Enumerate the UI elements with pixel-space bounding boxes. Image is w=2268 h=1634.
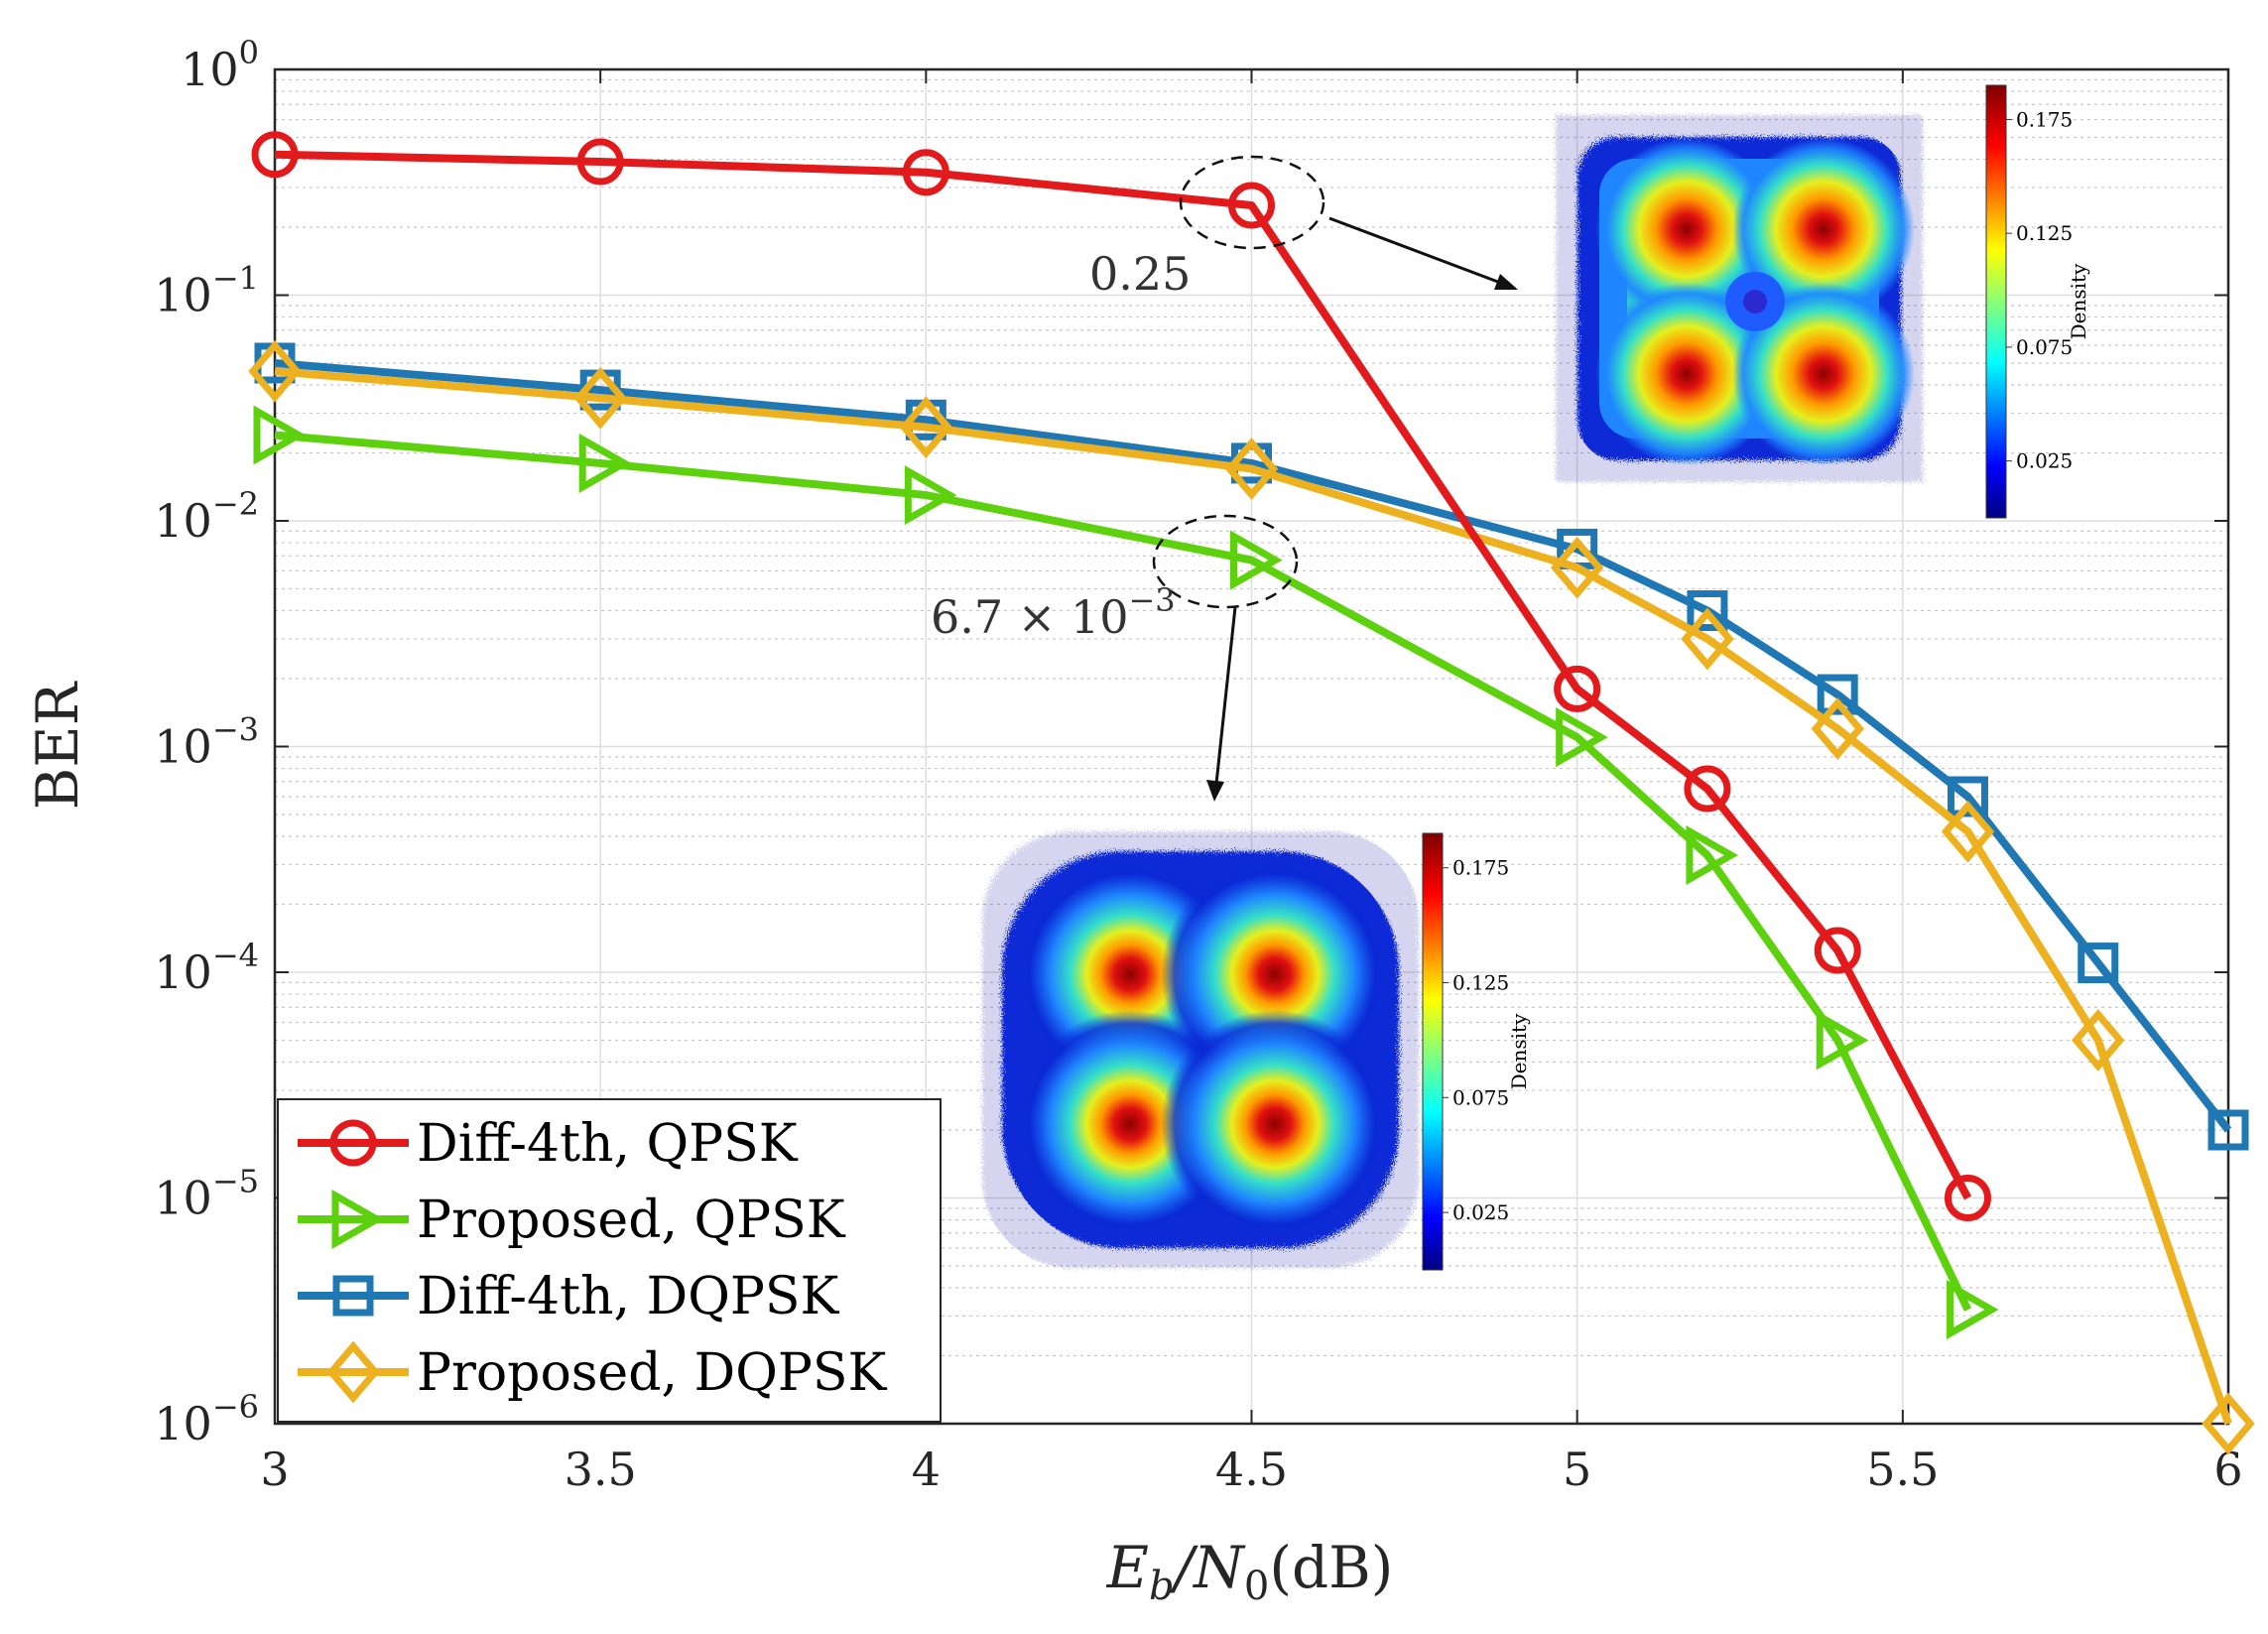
constellation-inset-diff-4th	[1556, 115, 1923, 482]
series-line	[274, 431, 1972, 1312]
colorbar-tick-label: 0.125	[2016, 221, 2073, 245]
legend-label: Proposed, DQPSK	[417, 1343, 887, 1403]
legend-label: Diff-4th, DQPSK	[417, 1267, 839, 1326]
x-axis-ticks: 3 3.5 4 4.5 5 5.5 6	[260, 69, 2243, 1496]
legend: Diff-4th, QPSK Proposed, QPSK Diff-4th, DQ…	[277, 1098, 942, 1423]
x-tick-label: 3.5	[565, 1443, 637, 1496]
annotation-0-25: 0.25	[1089, 247, 1191, 301]
point-marker-triangle	[1230, 530, 1283, 590]
y-tick-label: 100	[181, 34, 259, 96]
colorbar-2-label: Density	[1507, 1013, 1531, 1089]
series-proposed-dqpsk	[248, 339, 2255, 1455]
point-marker-diamond	[899, 396, 953, 458]
annotation-diff-4th: 0.25	[1089, 155, 1518, 301]
point-marker-triangle	[1556, 707, 1608, 768]
point-marker-diamond	[1550, 536, 1604, 599]
point-marker-circle	[1554, 665, 1601, 712]
series-diff-4th-qpsk	[251, 131, 1991, 1221]
point-marker-triangle	[253, 405, 307, 465]
colorbar-1-label: Density	[2067, 263, 2090, 339]
colorbar-inset-1: 0.175 0.125 0.075 0.025 Density	[1985, 84, 2090, 519]
point-marker-circle	[1814, 927, 1861, 974]
point-marker-triangle	[578, 433, 632, 493]
point-marker-diamond	[2072, 1009, 2125, 1071]
colorbar-inset-2: 0.175 0.125 0.075 0.025 Density	[1422, 832, 1531, 1271]
point-marker-circle	[1228, 182, 1275, 229]
y-tick-label: 10−5	[154, 1163, 259, 1225]
point-marker-diamond	[1941, 800, 1995, 863]
point-marker-square	[1947, 776, 1988, 817]
point-marker-diamond	[573, 366, 627, 430]
point-marker-circle	[329, 1119, 377, 1167]
y-axis-ticks: 100 10−1 10−2 10−3 10−4 10−5 10−6	[154, 34, 2228, 1450]
colorbar-tick-label: 0.075	[1452, 1085, 1509, 1109]
point-marker-circle	[902, 149, 949, 196]
point-marker-square	[332, 1275, 374, 1317]
series-line	[274, 358, 2232, 1133]
x-tick-label: 3	[260, 1443, 289, 1496]
y-tick-label: 10−4	[154, 937, 259, 999]
legend-entry: Diff-4th, DQPSK	[298, 1267, 839, 1326]
x-tick-label: 4.5	[1215, 1443, 1288, 1496]
legend-entry: Diff-4th, QPSK	[298, 1114, 799, 1174]
colorbar-tick-label: 0.125	[1452, 971, 1509, 995]
point-marker-diamond	[1811, 697, 1864, 760]
x-axis-label: Eb/N0(dB)	[1106, 1534, 1394, 1609]
point-marker-circle	[251, 131, 299, 179]
colorbar-tick-label: 0.025	[1452, 1200, 1509, 1224]
point-marker-circle	[1684, 765, 1731, 813]
legend-label: Proposed, QPSK	[417, 1191, 846, 1250]
x-tick-label: 5	[1563, 1443, 1591, 1496]
series-line	[274, 367, 2232, 1426]
point-marker-square	[2078, 943, 2119, 984]
legend-entry: Proposed, DQPSK	[298, 1340, 887, 1404]
x-tick-label: 4	[912, 1443, 941, 1496]
annotation-proposed: 6.7 × 10−3	[931, 514, 1299, 802]
point-marker-diamond	[248, 339, 302, 403]
point-marker-triangle	[1946, 1280, 1999, 1340]
y-tick-label: 10−2	[154, 485, 259, 548]
legend-entry: Proposed, QPSK	[298, 1189, 846, 1250]
colorbar-tick-label: 0.025	[2016, 449, 2073, 473]
y-tick-label: 10−1	[154, 260, 259, 322]
point-marker-square	[2207, 1109, 2249, 1151]
point-marker-triangle	[1816, 1010, 1869, 1070]
annotation-6-7e-3-mantissa: 6.7 × 10	[931, 590, 1128, 644]
x-tick-label: 5.5	[1866, 1443, 1939, 1496]
point-marker-triangle	[331, 1189, 385, 1250]
y-axis-label: BER	[24, 680, 91, 810]
point-marker-circle	[1944, 1175, 1991, 1221]
series-proposed-qpsk	[253, 405, 1999, 1340]
point-marker-diamond	[2202, 1392, 2255, 1455]
legend-box	[277, 1098, 942, 1423]
y-tick-label: 10−3	[154, 711, 259, 774]
point-marker-triangle	[1686, 825, 1738, 886]
annotation-6-7e-3-exponent: −3	[1128, 581, 1175, 619]
point-marker-triangle	[904, 465, 957, 526]
colorbar-tick-label: 0.175	[1452, 856, 1509, 880]
legend-label: Diff-4th, QPSK	[417, 1114, 799, 1174]
series-line	[274, 150, 1972, 1200]
point-marker-circle	[576, 138, 624, 186]
colorbar-tick-label: 0.075	[2016, 335, 2073, 359]
point-marker-square	[1687, 590, 1728, 632]
point-marker-diamond	[326, 1340, 380, 1404]
constellation-inset-proposed	[982, 831, 1419, 1268]
point-marker-square	[1817, 674, 1858, 715]
point-marker-diamond	[1224, 438, 1279, 500]
colorbar-tick-label: 0.175	[2016, 107, 2073, 131]
y-tick-label: 10−6	[154, 1388, 259, 1450]
series	[248, 131, 2255, 1455]
point-marker-diamond	[1681, 607, 1734, 671]
annotation-6-7e-3: 6.7 × 10−3	[931, 581, 1176, 644]
